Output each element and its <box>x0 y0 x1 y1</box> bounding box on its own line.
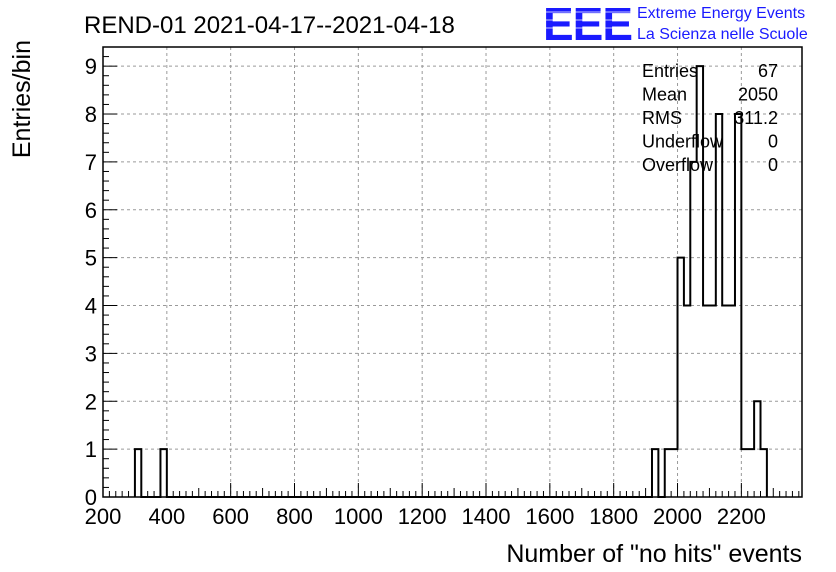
stats-value: 0 <box>768 132 778 152</box>
x-tick-label: 1200 <box>398 504 447 529</box>
x-tick-label: 2000 <box>653 504 702 529</box>
stats-value: 311.2 <box>734 108 778 128</box>
x-tick-label: 800 <box>276 504 313 529</box>
y-axis-label: Entries/bin <box>8 40 36 158</box>
stats-label: Entries <box>642 61 698 81</box>
histogram-bin <box>668 449 674 497</box>
x-axis-label: Number of "no hits" events <box>506 540 802 568</box>
stats-label: RMS <box>642 108 682 128</box>
y-tick-label: 9 <box>85 54 97 79</box>
y-tick-label: 7 <box>85 150 97 175</box>
y-tick-label: 4 <box>85 294 97 319</box>
stats-label: Overflow <box>642 155 714 175</box>
x-tick-label: 2200 <box>717 504 766 529</box>
logo-mark: EEE <box>543 0 632 50</box>
stats-label: Mean <box>642 85 687 105</box>
chart-title: REND-01 2021-04-17--2021-04-18 <box>84 12 455 39</box>
x-tick-label: 1800 <box>589 504 638 529</box>
y-tick-label: 3 <box>85 341 97 366</box>
axes <box>102 46 803 498</box>
x-tick-label: 600 <box>212 504 249 529</box>
x-tick-label: 1400 <box>462 504 511 529</box>
logo-line-1: Extreme Energy Events <box>637 5 805 22</box>
y-tick-label: 1 <box>85 437 97 462</box>
x-tick-label: 400 <box>148 504 185 529</box>
y-tick-label: 6 <box>85 198 97 223</box>
logo-line-2: La Scienza nelle Scuole <box>637 26 808 43</box>
histogram-bin <box>745 449 751 497</box>
y-tick-label: 5 <box>85 246 97 271</box>
stats-box: Entries 67 Mean 2050 RMS 311.2 Underflow 0 Overf… <box>642 61 778 175</box>
y-tick-label: 0 <box>85 485 97 510</box>
tick-labels: 200 400 600 800 1000 1200 1400 1600 1800 2000 2200… <box>85 54 766 529</box>
histogram-outline <box>133 65 768 498</box>
stats-label: Underflow <box>642 132 724 152</box>
histogram-bin <box>757 449 763 497</box>
eee-logo: EEE Extreme Energy Events La Scienza nel… <box>543 0 808 50</box>
stats-value: 2050 <box>738 85 778 105</box>
stats-value: 0 <box>768 155 778 175</box>
x-tick-label: 1000 <box>334 504 383 529</box>
plot-frame <box>102 46 803 498</box>
x-tick-label: 200 <box>85 504 122 529</box>
x-tick-label: 1600 <box>525 504 574 529</box>
y-tick-label: 2 <box>85 389 97 414</box>
histogram-bars <box>133 65 768 498</box>
y-tick-label: 8 <box>85 102 97 127</box>
stats-value: 67 <box>758 61 778 81</box>
